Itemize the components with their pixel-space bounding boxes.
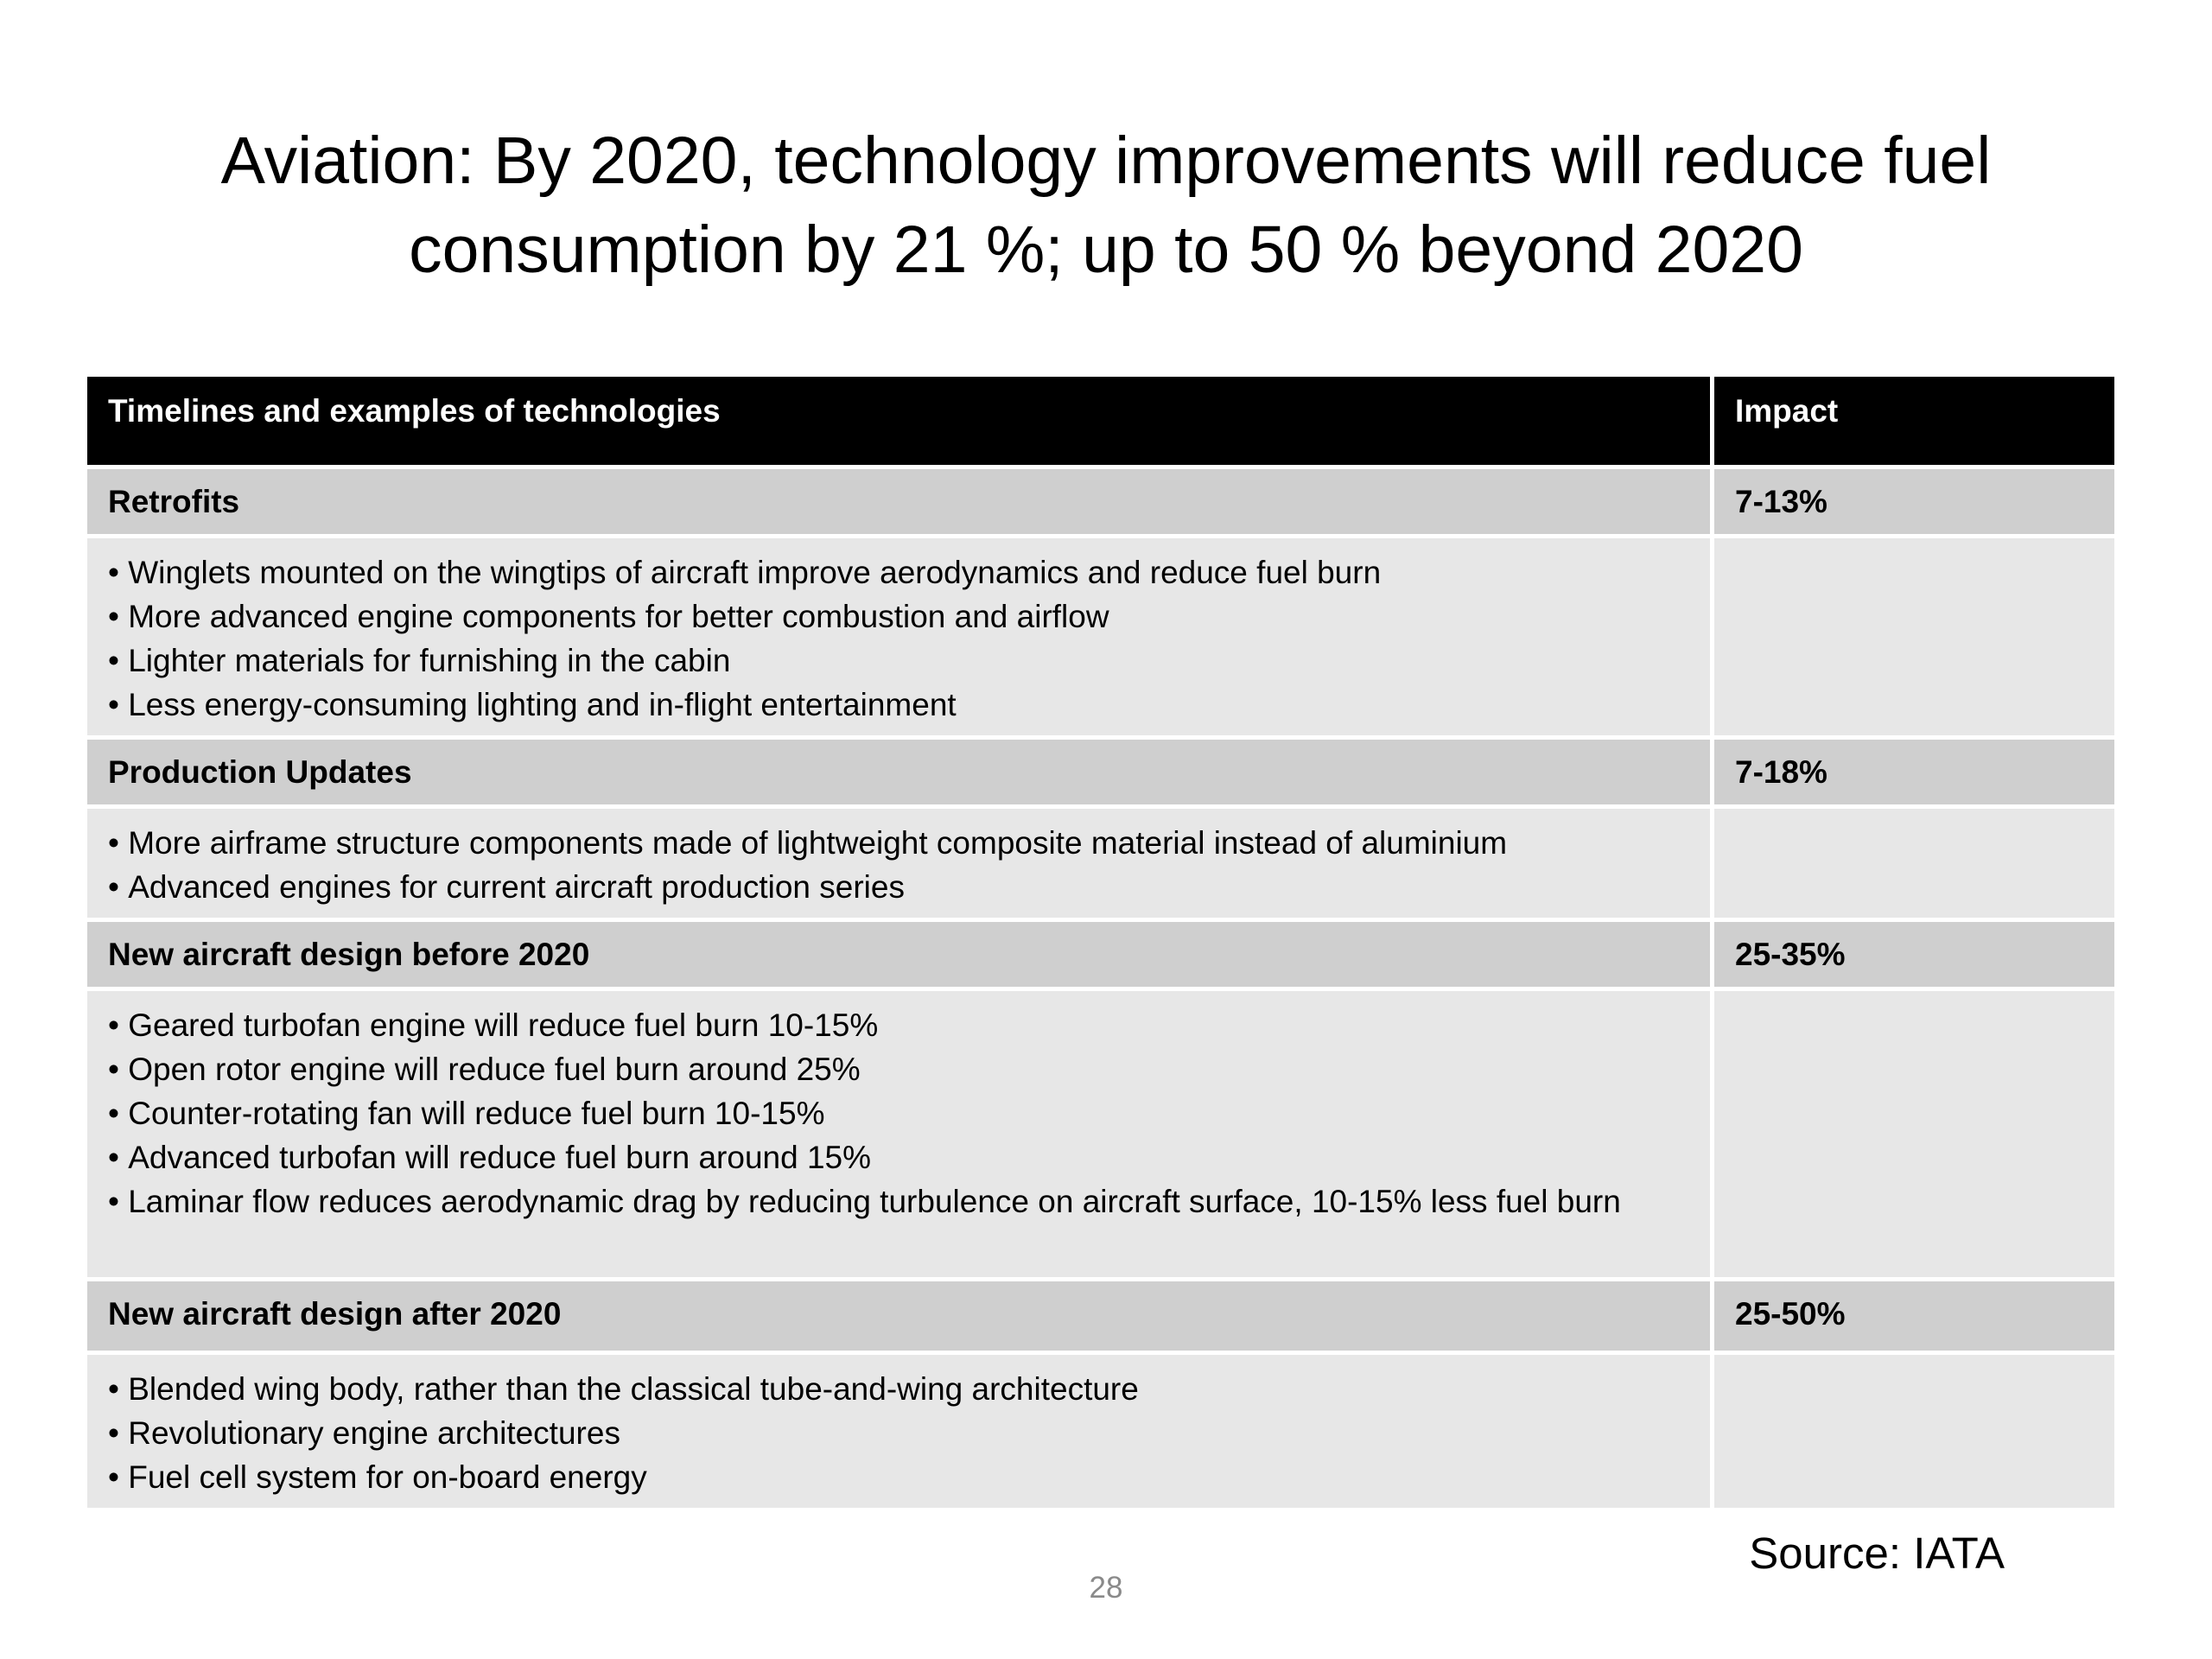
category-label: New aircraft design before 2020 [87, 918, 1714, 987]
list-item: Counter-rotating fan will reduce fuel bu… [108, 1091, 1689, 1135]
list-item: Blended wing body, rather than the class… [108, 1367, 1689, 1411]
category-label: New aircraft design after 2020 [87, 1277, 1714, 1351]
technology-list: Blended wing body, rather than the class… [108, 1367, 1689, 1499]
detail-row-new-design-before-2020: Geared turbofan engine will reduce fuel … [87, 987, 2114, 1277]
impact-value: 25-35% [1714, 918, 2114, 987]
slide-title-line-1: Aviation: By 2020, technology improvemen… [220, 124, 1992, 198]
column-header-impact: Impact [1714, 377, 2114, 465]
list-item: More advanced engine components for bett… [108, 594, 1689, 639]
list-item: Laminar flow reduces aerodynamic drag by… [108, 1179, 1689, 1224]
empty-impact-cell [1714, 534, 2114, 735]
source-note: Source: IATA [1749, 1529, 2005, 1578]
technology-list-cell: Winglets mounted on the wingtips of airc… [87, 534, 1714, 735]
empty-impact-cell [1714, 1351, 2114, 1508]
impact-value: 7-13% [1714, 465, 2114, 534]
category-row-new-design-before-2020: New aircraft design before 2020 25-35% [87, 918, 2114, 987]
list-item: Fuel cell system for on-board energy [108, 1455, 1689, 1499]
impact-value: 25-50% [1714, 1277, 2114, 1351]
empty-impact-cell [1714, 987, 2114, 1277]
technology-impact-table: Timelines and examples of technologies I… [87, 377, 2114, 1508]
detail-row-retrofits: Winglets mounted on the wingtips of airc… [87, 534, 2114, 735]
list-item: Geared turbofan engine will reduce fuel … [108, 1003, 1689, 1047]
technology-list: Winglets mounted on the wingtips of airc… [108, 550, 1689, 727]
technology-list: Geared turbofan engine will reduce fuel … [108, 1003, 1689, 1224]
technology-list-cell: Geared turbofan engine will reduce fuel … [87, 987, 1714, 1277]
list-item: Lighter materials for furnishing in the … [108, 639, 1689, 683]
category-row-new-design-after-2020: New aircraft design after 2020 25-50% [87, 1277, 2114, 1351]
category-label: Production Updates [87, 735, 1714, 804]
slide-title-line-2: consumption by 21 %; up to 50 % beyond 2… [409, 213, 1803, 287]
impact-value: 7-18% [1714, 735, 2114, 804]
list-item: Advanced turbofan will reduce fuel burn … [108, 1135, 1689, 1179]
list-item: More airframe structure components made … [108, 821, 1689, 865]
technology-list-cell: Blended wing body, rather than the class… [87, 1351, 1714, 1508]
empty-impact-cell [1714, 804, 2114, 918]
table-header-row: Timelines and examples of technologies I… [87, 377, 2114, 465]
list-item: Winglets mounted on the wingtips of airc… [108, 550, 1689, 594]
list-item: Advanced engines for current aircraft pr… [108, 865, 1689, 909]
list-item: Less energy-consuming lighting and in-fl… [108, 683, 1689, 727]
category-row-retrofits: Retrofits 7-13% [87, 465, 2114, 534]
category-label: Retrofits [87, 465, 1714, 534]
technology-list-cell: More airframe structure components made … [87, 804, 1714, 918]
page-number: 28 [1089, 1571, 1123, 1605]
detail-row-production-updates: More airframe structure components made … [87, 804, 2114, 918]
technology-list: More airframe structure components made … [108, 821, 1689, 909]
list-item: Revolutionary engine architectures [108, 1411, 1689, 1455]
category-row-production-updates: Production Updates 7-18% [87, 735, 2114, 804]
slide-title: Aviation: By 2020, technology improvemen… [0, 117, 2212, 295]
list-item: Open rotor engine will reduce fuel burn … [108, 1047, 1689, 1091]
column-header-technologies: Timelines and examples of technologies [87, 377, 1714, 465]
detail-row-new-design-after-2020: Blended wing body, rather than the class… [87, 1351, 2114, 1508]
